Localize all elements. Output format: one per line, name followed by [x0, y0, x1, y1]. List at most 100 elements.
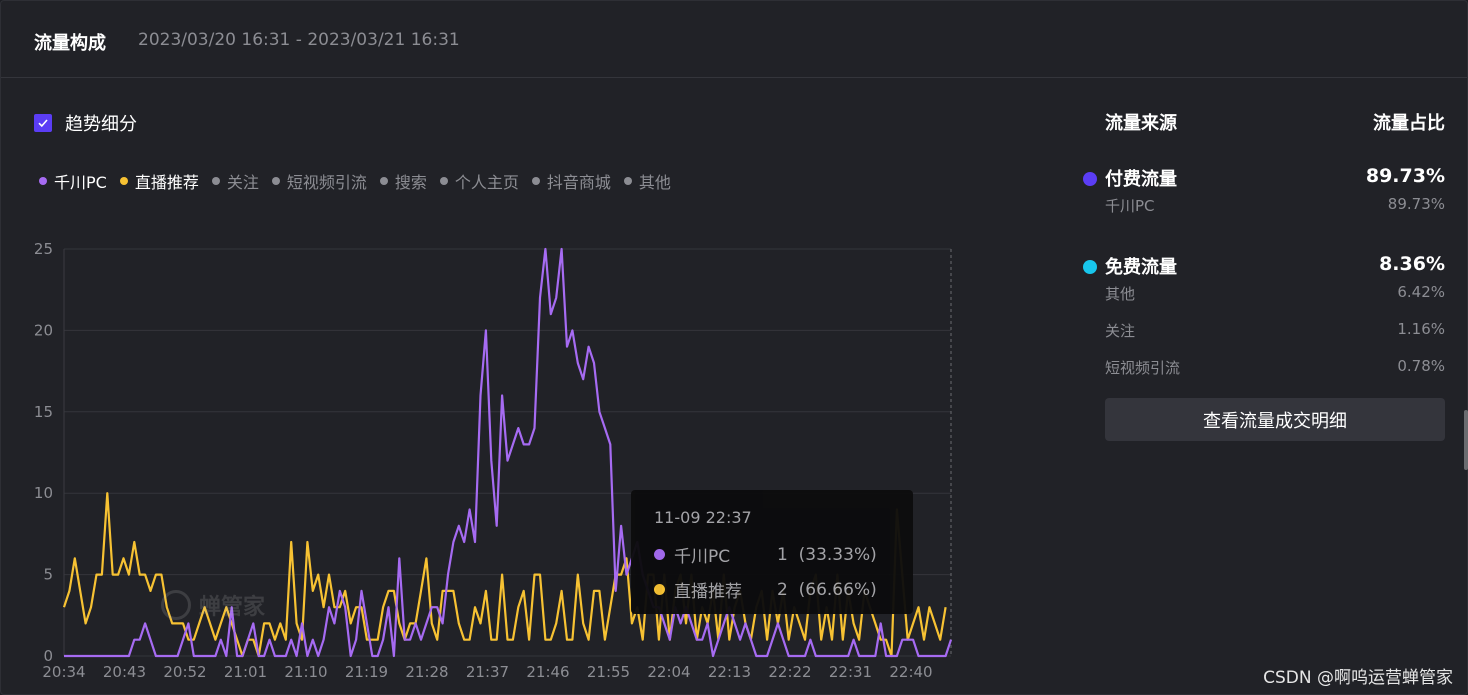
col-ratio: 流量占比: [1373, 113, 1445, 134]
legend-label: 抖音商城: [546, 173, 611, 192]
legend-dot-icon: [211, 177, 220, 185]
source-item-value: 0.78%: [1397, 357, 1445, 375]
paid-dot-icon: [1083, 172, 1097, 186]
tooltip-pct: (33.33%): [798, 544, 877, 565]
y-tick-label: 15: [34, 403, 53, 421]
legend-dot-icon: [39, 177, 47, 185]
scrollbar[interactable]: [1464, 410, 1468, 470]
source-item-label: 其他: [1105, 285, 1136, 303]
x-tick-label: 21:19: [345, 663, 388, 681]
traffic-line-chart: 0 5 10 15 20 25 20:34 20:43 20:52 21:01 21:10 21:19…: [34, 240, 953, 681]
series-dot-icon: [654, 584, 665, 595]
watermark-text: 蝉管家: [199, 595, 266, 620]
legend-item[interactable]: 个人主页: [439, 169, 519, 193]
paid-label: 付费流量: [1105, 169, 1177, 190]
series-dot-icon: [654, 549, 665, 560]
chart-watermark: 蝉管家: [161, 589, 265, 621]
x-tick-label: 22:40: [889, 663, 932, 681]
legend-item[interactable]: 抖音商城: [531, 169, 611, 193]
chanjia-logo-icon: [161, 590, 191, 620]
trend-checkbox[interactable]: [34, 114, 52, 132]
source-table-header: 流量来源 流量占比: [1105, 109, 1445, 139]
y-tick-label: 25: [34, 240, 53, 258]
tooltip-row: 直播推荐 2 (66.66%): [654, 577, 877, 602]
date-range: 2023/03/20 16:31 - 2023/03/21 16:31: [138, 30, 460, 50]
source-item-value: 89.73%: [1387, 195, 1445, 213]
tooltip-row: 千川PC 1 (33.33%): [654, 542, 877, 567]
x-tick-label: 22:22: [768, 663, 811, 681]
y-tick-label: 0: [43, 647, 53, 665]
panel-title: 流量构成: [34, 33, 106, 54]
legend-dot-icon: [271, 177, 280, 185]
legend-item[interactable]: 其他: [623, 169, 671, 193]
x-tick-label: 20:43: [103, 663, 146, 681]
legend-item[interactable]: 搜索: [379, 169, 427, 193]
legend-label: 其他: [638, 173, 671, 192]
check-icon: [38, 119, 48, 128]
source-item-label: 关注: [1105, 322, 1136, 340]
paid-value: 89.73%: [1365, 165, 1445, 187]
free-traffic-row: 免费流量 8.36%: [1083, 253, 1445, 283]
chart-legend: 千川PC 直播推荐 关注 短视频引流 搜索 个人主页 抖音商城 其他: [39, 169, 684, 193]
tooltip-pct: (66.66%): [798, 579, 877, 600]
y-tick-label: 20: [34, 321, 53, 339]
legend-dot-icon: [119, 177, 128, 185]
tooltip-value: 1: [777, 544, 788, 565]
legend-dot-icon: [379, 177, 388, 185]
x-tick-label: 20:52: [163, 663, 206, 681]
source-item: 短视频引流 0.78%: [1105, 357, 1445, 394]
legend-item[interactable]: 关注: [211, 169, 259, 193]
legend-label: 直播推荐: [134, 173, 199, 192]
x-tick-label: 21:10: [284, 663, 327, 681]
series-line: [62, 492, 947, 658]
x-tick-label: 21:37: [466, 663, 509, 681]
footer-watermark: CSDN @啊呜运营蝉管家: [1263, 668, 1453, 688]
paid-traffic-row: 付费流量 89.73%: [1083, 165, 1445, 195]
x-tick-label: 20:34: [42, 663, 85, 681]
trend-label: 趋势细分: [65, 114, 137, 135]
paid-traffic-group: 付费流量 89.73% 千川PC 89.73%: [1083, 165, 1445, 232]
legend-label: 千川PC: [54, 173, 107, 192]
trend-breakdown-toggle[interactable]: 趋势细分: [34, 111, 137, 135]
tooltip-series-name: 直播推荐: [674, 582, 742, 602]
x-tick-label: 22:04: [647, 663, 690, 681]
source-item: 其他 6.42%: [1105, 283, 1445, 320]
legend-item[interactable]: 千川PC: [39, 169, 107, 193]
source-item: 千川PC 89.73%: [1105, 195, 1445, 232]
col-source: 流量来源: [1105, 113, 1177, 134]
source-item-value: 6.42%: [1397, 283, 1445, 301]
x-tick-label: 22:13: [708, 663, 751, 681]
legend-label: 关注: [226, 173, 259, 192]
y-tick-label: 5: [43, 566, 53, 584]
legend-label: 个人主页: [454, 173, 519, 192]
legend-dot-icon: [623, 177, 632, 185]
source-item-value: 1.16%: [1397, 320, 1445, 338]
tooltip-time: 11-09 22:37: [654, 508, 752, 527]
x-tick-label: 21:01: [224, 663, 267, 681]
view-transaction-detail-button[interactable]: 查看流量成交明细: [1105, 398, 1445, 441]
legend-dot-icon: [531, 177, 540, 185]
tooltip-series-name: 千川PC: [674, 547, 731, 567]
y-tick-label: 10: [34, 484, 53, 502]
tooltip-value: 2: [777, 579, 788, 600]
panel-header: 流量构成 2023/03/20 16:31 - 2023/03/21 16:31: [1, 1, 1467, 78]
x-tick-label: 22:31: [829, 663, 872, 681]
free-traffic-group: 免费流量 8.36% 其他 6.42% 关注 1.16% 短视频引流 0.78%: [1083, 253, 1445, 394]
x-tick-label: 21:55: [587, 663, 630, 681]
traffic-source-table: 流量来源 流量占比 付费流量 89.73% 千川PC 89.73% 免费流量 8…: [1083, 109, 1445, 394]
legend-item[interactable]: 短视频引流: [271, 169, 367, 193]
chart-tooltip: 11-09 22:37 千川PC 1 (33.33%) 直播推荐 2 (66.6…: [631, 490, 913, 614]
source-item: 关注 1.16%: [1105, 320, 1445, 357]
legend-label: 短视频引流: [286, 173, 367, 192]
free-label: 免费流量: [1105, 257, 1177, 278]
source-item-label: 短视频引流: [1105, 359, 1181, 377]
legend-label: 搜索: [394, 173, 427, 192]
x-tick-label: 21:46: [526, 663, 569, 681]
source-item-label: 千川PC: [1105, 197, 1155, 215]
series-line: [64, 247, 953, 658]
x-tick-label: 21:28: [405, 663, 448, 681]
legend-item[interactable]: 直播推荐: [119, 169, 199, 193]
free-dot-icon: [1083, 260, 1097, 274]
legend-dot-icon: [439, 177, 448, 185]
